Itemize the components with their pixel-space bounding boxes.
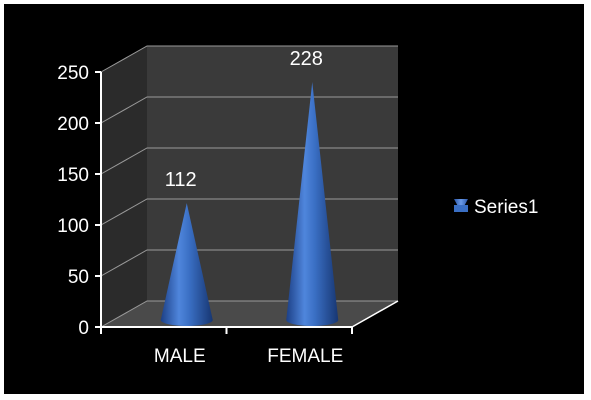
legend-swatch-base [454,205,468,212]
category-label-female: FEMALE [267,346,343,367]
legend-label-series1: Series1 [474,197,538,218]
chart-floor [101,301,398,327]
cone-body [286,81,339,326]
y-tick-label: 100 [57,216,89,237]
legend: Series1 [454,197,538,218]
floor-right-edge [351,300,399,328]
bar-male [160,203,213,326]
chart-frame: 0 50 100 150 200 250 112 228 MALE FEMALE Series… [4,4,584,394]
y-tick-label: 0 [78,318,89,339]
y-tick-label: 150 [57,165,89,186]
category-labels: MALE FEMALE [154,346,343,367]
y-axis-ticks: 0 50 100 150 200 250 [57,63,101,339]
chart-side-wall [101,46,147,327]
y-tick-label: 50 [68,267,89,288]
data-label-female: 228 [290,48,323,70]
y-tick-label: 200 [57,114,89,135]
chart-back-wall [147,46,398,301]
legend-marker-series1 [454,199,468,212]
y-tick-label: 250 [57,63,89,84]
data-label-male: 112 [165,169,197,191]
gridline [100,96,398,124]
category-label-male: MALE [154,346,206,367]
cone-body [160,203,213,326]
bars [160,81,339,326]
data-labels: 112 228 [165,48,323,191]
axes [100,72,399,334]
gridline [100,45,398,73]
cone-bar-chart: 0 50 100 150 200 250 112 228 MALE FEMALE Series… [57,45,538,367]
bar-female [286,81,339,326]
